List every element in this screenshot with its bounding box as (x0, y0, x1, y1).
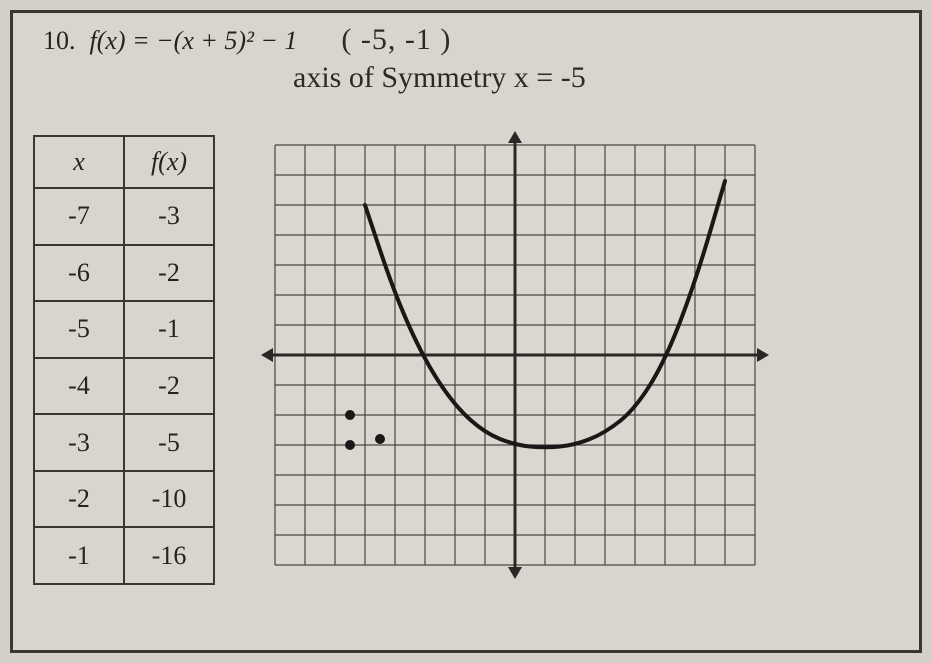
problem-number: 10. (43, 26, 76, 56)
table-cell-fx: -1 (124, 301, 214, 358)
table-cell-x: -2 (34, 471, 124, 528)
table-cell-fx: -2 (124, 358, 214, 415)
table-cell-x: -1 (34, 527, 124, 584)
table-header-fx: f(x) (124, 136, 214, 188)
header-row: 10. f(x) = −(x + 5)² − 1 ( -5, -1 ) (43, 23, 899, 57)
table-header-row: x f(x) (34, 136, 214, 188)
table-row: -1-16 (34, 527, 214, 584)
table-row: -4-2 (34, 358, 214, 415)
table-cell-fx: -5 (124, 414, 214, 471)
graph-area (255, 125, 775, 585)
graph-svg (255, 125, 775, 585)
value-table: x f(x) -7-3-6-2-5-1-4-2-3-5-2-10-1-16 (33, 135, 215, 585)
table-cell-x: -5 (34, 301, 124, 358)
table-cell-fx: -3 (124, 188, 214, 245)
table-cell-fx: -16 (124, 527, 214, 584)
table-cell-fx: -2 (124, 245, 214, 302)
table-cell-x: -3 (34, 414, 124, 471)
table-cell-fx: -10 (124, 471, 214, 528)
table-row: -7-3 (34, 188, 214, 245)
table-cell-x: -7 (34, 188, 124, 245)
worksheet-page: 10. f(x) = −(x + 5)² − 1 ( -5, -1 ) axis… (10, 10, 922, 653)
table-row: -5-1 (34, 301, 214, 358)
table-row: -3-5 (34, 414, 214, 471)
axis-of-symmetry-label: axis of Symmetry x = -5 (293, 61, 899, 95)
table-header-x: x (34, 136, 124, 188)
vertex-handwritten: ( -5, -1 ) (341, 23, 451, 57)
table-row: -2-10 (34, 471, 214, 528)
content-row: x f(x) -7-3-6-2-5-1-4-2-3-5-2-10-1-16 (43, 125, 899, 585)
function-equation: f(x) = −(x + 5)² − 1 (90, 26, 298, 56)
table-cell-x: -6 (34, 245, 124, 302)
table-row: -6-2 (34, 245, 214, 302)
table-cell-x: -4 (34, 358, 124, 415)
